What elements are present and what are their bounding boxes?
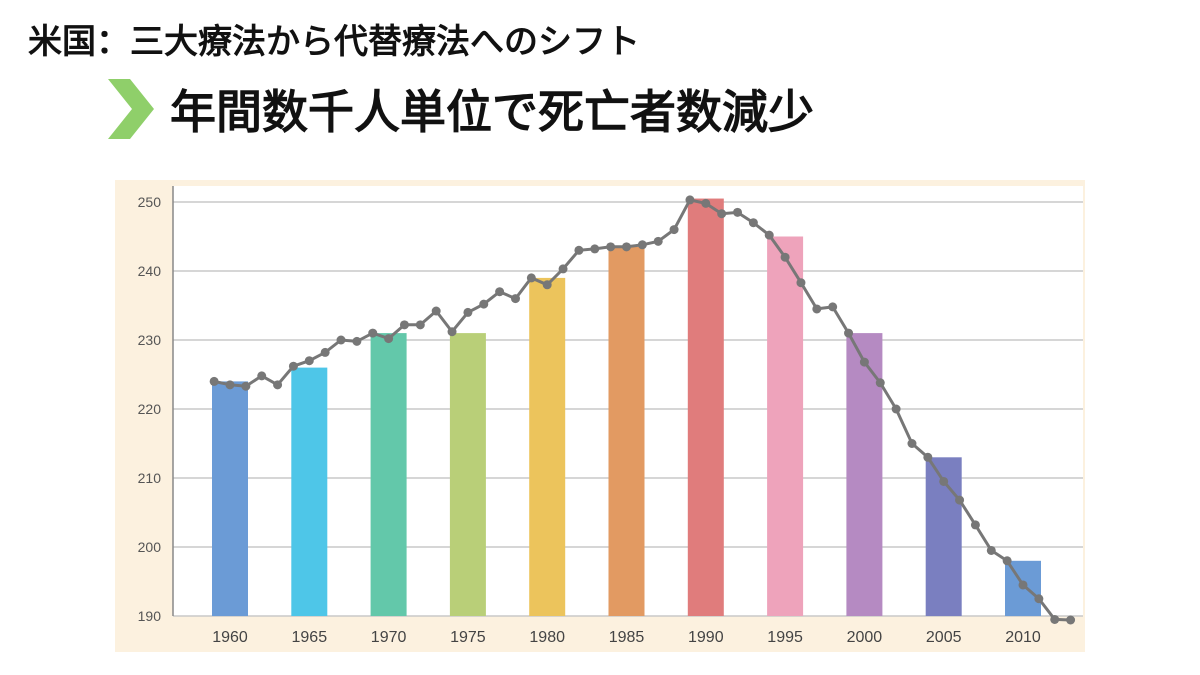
trend-point xyxy=(225,380,235,390)
trend-point xyxy=(733,207,743,217)
x-tick-label: 2000 xyxy=(847,629,883,646)
trend-point xyxy=(320,347,330,357)
trend-point xyxy=(447,327,457,337)
bar-line-chart: 190 200 210 220 230 240 250 1960 1965 1970 1975 198… xyxy=(115,180,1085,652)
trend-point xyxy=(669,225,679,235)
x-tick-label: 2005 xyxy=(926,629,962,646)
trend-point xyxy=(637,240,647,250)
x-tick-label: 1985 xyxy=(609,629,645,646)
y-tick-label: 220 xyxy=(138,401,162,417)
y-tick-label: 230 xyxy=(138,332,162,348)
y-tick-label: 190 xyxy=(138,608,162,624)
bar-1995 xyxy=(767,236,804,616)
x-tick-label: 1980 xyxy=(529,629,565,646)
x-tick-label: 2010 xyxy=(1005,629,1041,646)
trend-point xyxy=(986,545,996,555)
trend-point xyxy=(859,357,869,367)
x-tick-label: 1970 xyxy=(371,629,407,646)
y-tick-label: 250 xyxy=(138,194,162,210)
trend-point xyxy=(875,378,885,388)
slide-title: 米国：三大療法から代替療法へのシフト xyxy=(28,22,640,62)
trend-point xyxy=(415,320,425,330)
trend-point xyxy=(828,302,838,312)
trend-point xyxy=(970,520,980,530)
trend-point xyxy=(273,380,283,390)
trend-point xyxy=(1066,615,1076,625)
chart-panel: 190 200 210 220 230 240 250 1960 1965 1970 1975 198… xyxy=(115,180,1085,652)
x-tick-label: 1990 xyxy=(688,629,724,646)
bar-1990 xyxy=(687,198,724,617)
trend-point xyxy=(764,230,774,240)
trend-point xyxy=(1018,580,1028,590)
trend-point xyxy=(939,476,949,486)
bar-1985 xyxy=(608,246,645,616)
trend-point xyxy=(717,209,727,219)
trend-point xyxy=(701,198,711,208)
trend-point xyxy=(1002,556,1012,566)
x-tick-label: 1960 xyxy=(212,629,248,646)
bar-1980 xyxy=(529,277,566,616)
trend-point xyxy=(304,356,314,366)
trend-point xyxy=(384,334,394,344)
trend-point xyxy=(622,242,631,252)
trend-point xyxy=(606,242,616,252)
trend-point xyxy=(796,278,806,288)
trend-point xyxy=(288,361,298,371)
trend-point xyxy=(891,404,901,414)
chevron-right-icon xyxy=(108,79,154,139)
bar-1975 xyxy=(449,333,486,616)
trend-point xyxy=(241,381,251,391)
bar-1970 xyxy=(370,333,407,616)
x-tick-label: 1995 xyxy=(767,629,803,646)
trend-point xyxy=(368,328,378,338)
trend-point xyxy=(812,304,822,314)
bar-1960 xyxy=(212,381,248,616)
trend-point xyxy=(1050,614,1060,624)
trend-point xyxy=(1034,594,1044,604)
trend-point xyxy=(399,320,409,330)
trend-point xyxy=(209,376,219,386)
trend-point xyxy=(336,335,346,345)
trend-point xyxy=(653,236,663,246)
subtitle-row: 年間数千人単位で死亡者数減少 xyxy=(108,74,814,144)
trend-point xyxy=(748,218,758,228)
trend-point xyxy=(495,287,505,297)
trend-point xyxy=(479,299,489,309)
trend-point xyxy=(463,307,473,317)
trend-point xyxy=(955,495,965,505)
y-tick-label: 200 xyxy=(138,539,162,555)
trend-point xyxy=(526,273,536,283)
trend-point xyxy=(685,195,695,205)
trend-point xyxy=(352,336,362,346)
trend-point xyxy=(923,452,933,462)
trend-point xyxy=(574,245,584,255)
trend-point xyxy=(558,264,568,274)
y-tick-label: 240 xyxy=(138,263,162,279)
trend-point xyxy=(510,294,520,304)
slide-subtitle: 年間数千人単位で死亡者数減少 xyxy=(170,85,814,139)
bar-2000 xyxy=(846,333,883,616)
trend-point xyxy=(780,252,790,262)
bar-1965 xyxy=(291,367,328,616)
x-tick-label: 1965 xyxy=(292,629,328,646)
trend-point xyxy=(257,371,267,381)
trend-point xyxy=(907,439,917,448)
y-tick-label: 210 xyxy=(138,470,162,486)
trend-point xyxy=(844,328,854,338)
x-tick-label: 1975 xyxy=(450,629,486,646)
trend-point xyxy=(542,280,552,290)
trend-point xyxy=(431,306,441,316)
trend-point xyxy=(590,244,600,254)
